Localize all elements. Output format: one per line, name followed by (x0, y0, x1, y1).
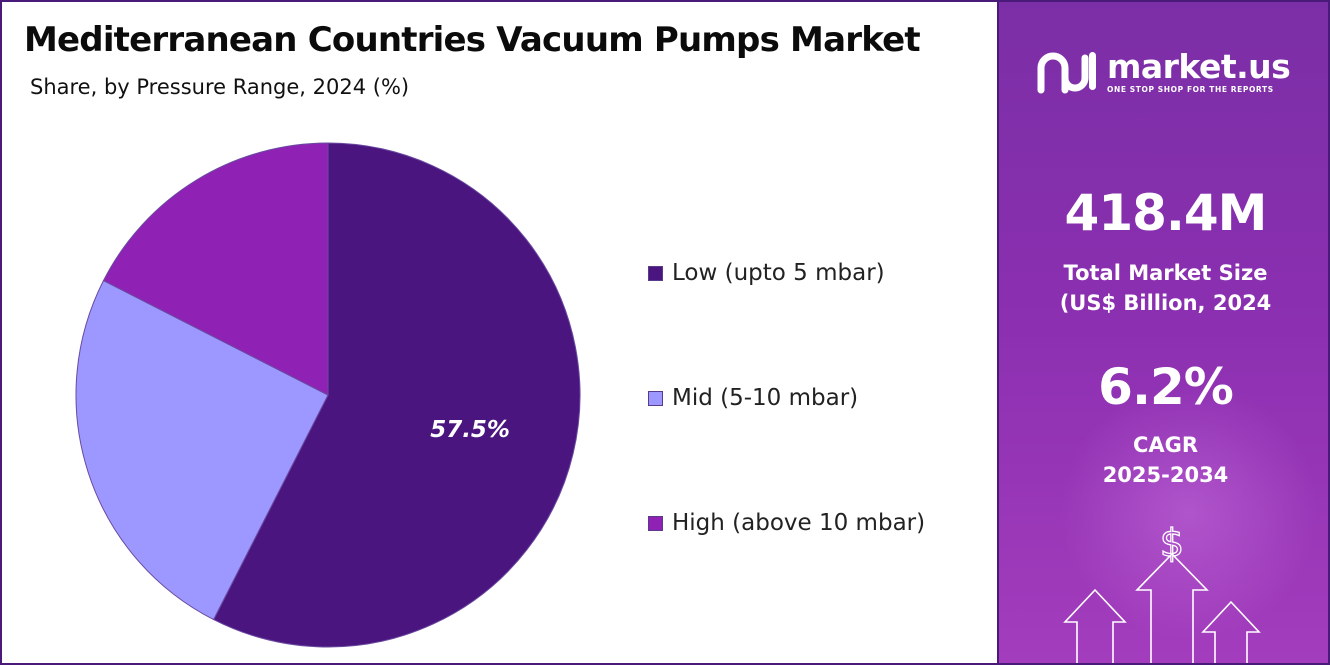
brand-tagline: ONE STOP SHOP FOR THE REPORTS (1107, 85, 1274, 94)
arrow-up-right (1201, 600, 1261, 663)
growth-arrows-icon: $ (1063, 520, 1261, 663)
cagr-label-line2: 2025-2034 (1102, 463, 1229, 487)
market-size-value: 418.4M (1064, 184, 1268, 242)
legend-label-low: Low (upto 5 mbar) (672, 260, 885, 286)
legend-label-high: High (above 10 mbar) (672, 510, 926, 536)
dollar-icon: $ (1160, 521, 1184, 565)
pie-slice-low (212, 142, 581, 648)
market-us-logo-icon (1037, 52, 1096, 94)
legend-item-mid: Mid (5-10 mbar) (648, 385, 858, 411)
pie-slice-high (102, 142, 329, 396)
pie-slice-mid (75, 279, 329, 621)
brand-name: market.us (1107, 47, 1291, 86)
legend-swatch-low (648, 265, 663, 281)
market-size-label-line2: (US$ Billion, 2024 (1059, 291, 1272, 315)
arrow-up-center (1135, 552, 1209, 663)
legend-label-mid: Mid (5-10 mbar) (672, 385, 859, 411)
pie-chart: 57.5% (75, 142, 581, 648)
chart-subtitle: Share, by Pressure Range, 2024 (%) (30, 75, 410, 99)
legend-item-high: High (above 10 mbar) (648, 510, 925, 536)
chart-title: Mediterranean Countries Vacuum Pumps Mar… (24, 20, 921, 60)
stats-panel: market.us ONE STOP SHOP FOR THE REPORTS … (997, 2, 1328, 663)
legend-swatch-mid (648, 390, 663, 406)
legend-item-low: Low (upto 5 mbar) (648, 260, 885, 286)
market-size-label-line1: Total Market Size (1063, 261, 1268, 285)
pie-label-low: 57.5% (430, 417, 510, 443)
cagr-value: 6.2% (1098, 358, 1234, 416)
cagr-label-line1: CAGR (1132, 433, 1199, 457)
chart-panel: Mediterranean Countries Vacuum Pumps Mar… (2, 2, 997, 663)
brand-logo[interactable]: market.us ONE STOP SHOP FOR THE REPORTS (1037, 47, 1291, 94)
legend-swatch-high (648, 515, 663, 531)
arrow-up-left (1063, 588, 1127, 663)
